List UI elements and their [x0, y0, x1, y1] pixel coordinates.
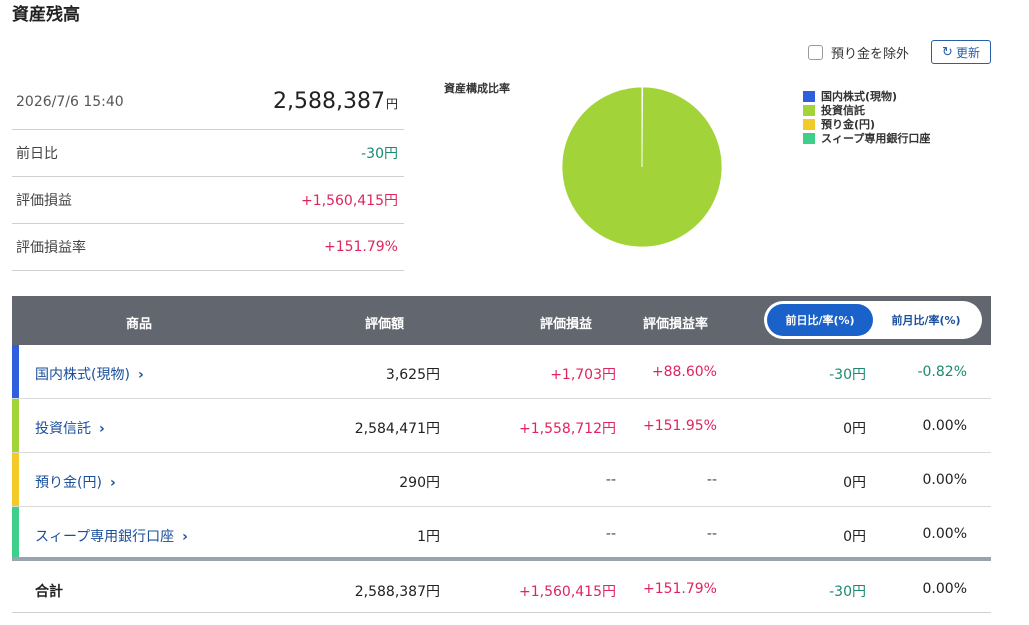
header-gain-rate: 評価損益率 [643, 317, 709, 332]
row-valuation: 290円 [399, 475, 440, 491]
row-gain: +1,558,712円 [519, 421, 616, 437]
toggle-month-change[interactable]: 前月比/率(%) [891, 314, 961, 327]
chart-title: 資産構成比率 [444, 82, 510, 95]
legend-swatch [803, 90, 815, 102]
table-row: 投資信託 › 2,584,471円 +1,558,712円 +151.95% 0円… [12, 399, 991, 453]
legend-label: スィープ専用銀行口座 [821, 132, 931, 145]
row-change-rate: 0.00% [922, 526, 967, 542]
asset-pie-chart [561, 86, 723, 248]
summary-row-gain-rate: 評価損益率 +151.79% [12, 224, 404, 271]
total-gain-rate: +151.79% [642, 581, 717, 597]
refresh-icon: ↻ [942, 44, 953, 60]
summary-value: -30円 [361, 146, 398, 162]
chevron-right-icon: › [137, 367, 144, 383]
row-change: 0円 [843, 475, 866, 491]
summary-label: 評価損益率 [16, 240, 86, 256]
row-product-link[interactable]: 国内株式(現物) › [35, 364, 144, 384]
row-gain: +1,703円 [550, 367, 616, 383]
exclude-deposit-toggle[interactable]: 預り金を除外 [808, 43, 909, 62]
row-gain: -- [605, 526, 616, 542]
row-product-link[interactable]: スィープ専用銀行口座 › [35, 526, 188, 546]
row-product-name: 投資信託 [35, 421, 91, 437]
row-valuation: 1円 [417, 529, 440, 545]
chevron-right-icon: › [182, 529, 188, 545]
header-gain: 評価損益 [540, 317, 593, 332]
summary-panel: 2026/7/6 15:40 2,588,387円 前日比 -30円 評価損益 … [12, 74, 404, 271]
row-change: 0円 [843, 421, 866, 437]
summary-total-unit: 円 [385, 97, 398, 111]
summary-row-gain: 評価損益 +1,560,415円 [12, 177, 404, 224]
summary-value: +1,560,415円 [301, 193, 398, 209]
row-gain: -- [605, 472, 616, 488]
table-row: 国内株式(現物) › 3,625円 +1,703円 +88.60% -30円 -0… [12, 345, 991, 399]
exclude-deposit-label: 預り金を除外 [831, 47, 910, 62]
row-change-rate: 0.00% [922, 418, 967, 434]
row-color-bar [12, 345, 19, 398]
change-period-toggle: 前日比/率(%) 前月比/率(%) [764, 301, 982, 339]
header-product: 商品 [126, 317, 153, 332]
table-header: 商品 評価額 評価損益 評価損益率 前日比/率(%) 前月比/率(%) [12, 296, 991, 345]
toggle-day-change[interactable]: 前日比/率(%) [767, 304, 873, 336]
row-gain-rate: +88.60% [651, 364, 717, 380]
row-valuation: 3,625円 [385, 367, 440, 383]
legend-label: 国内株式(現物) [821, 90, 898, 103]
row-gain-rate: -- [706, 472, 717, 488]
legend-swatch [803, 132, 815, 144]
legend-swatch [803, 118, 815, 130]
chevron-right-icon: › [99, 421, 105, 437]
row-color-bar [12, 507, 19, 557]
row-change-rate: -0.82% [917, 364, 967, 380]
table-total-row: 合計 2,588,387円 +1,560,415円 +151.79% -30円 … [12, 561, 991, 613]
legend-label: 投資信託 [821, 104, 865, 117]
table-row: 預り金(円) › 290円 -- -- 0円 0.00% [12, 453, 991, 507]
row-gain-rate: +151.95% [642, 418, 717, 434]
legend-item: 国内株式(現物) [803, 89, 930, 103]
summary-label: 評価損益 [16, 193, 72, 209]
row-color-bar [12, 453, 19, 506]
summary-value: +151.79% [323, 239, 398, 255]
summary-row-day-change: 前日比 -30円 [12, 130, 404, 177]
row-gain-rate: -- [706, 526, 717, 542]
row-product-name: スィープ専用銀行口座 [35, 529, 175, 545]
row-change: 0円 [843, 529, 866, 545]
row-change-rate: 0.00% [922, 472, 967, 488]
total-change-rate: 0.00% [922, 581, 967, 597]
row-color-bar [12, 399, 19, 452]
legend-item: 投資信託 [803, 103, 930, 117]
chevron-right-icon: › [109, 475, 116, 491]
row-valuation: 2,584,471円 [354, 421, 440, 437]
legend-swatch [803, 104, 815, 116]
row-change: -30円 [829, 367, 866, 383]
summary-total-value: 2,588,387 [273, 89, 385, 114]
refresh-button[interactable]: ↻ 更新 [931, 40, 991, 64]
total-valuation: 2,588,387円 [354, 584, 440, 600]
row-product-link[interactable]: 預り金(円) › [35, 472, 116, 492]
summary-total: 2,588,387円 [273, 89, 398, 114]
chart-legend: 国内株式(現物) 投資信託 預り金(円) スィープ専用銀行口座 [803, 89, 930, 145]
legend-item: 預り金(円) [803, 117, 930, 131]
row-product-name: 預り金(円) [35, 475, 102, 491]
header-valuation: 評価額 [365, 317, 405, 332]
total-label: 合計 [35, 584, 63, 600]
row-product-link[interactable]: 投資信託 › [35, 418, 105, 438]
row-product-name: 国内株式(現物) [35, 367, 130, 383]
holdings-table: 商品 評価額 評価損益 評価損益率 前日比/率(%) 前月比/率(%) 国内株式… [12, 296, 991, 613]
legend-item: スィープ専用銀行口座 [803, 131, 930, 145]
legend-label: 預り金(円) [821, 118, 876, 131]
page-title: 資産残高 [12, 5, 80, 25]
total-gain: +1,560,415円 [519, 584, 616, 600]
total-change: -30円 [829, 584, 866, 600]
summary-datetime: 2026/7/6 15:40 [16, 93, 124, 110]
refresh-label: 更新 [955, 45, 980, 60]
summary-label: 前日比 [16, 146, 58, 162]
summary-total-row: 2026/7/6 15:40 2,588,387円 [12, 74, 404, 130]
table-row: スィープ専用銀行口座 › 1円 -- -- 0円 0.00% [12, 507, 991, 561]
exclude-deposit-checkbox[interactable] [808, 45, 823, 60]
